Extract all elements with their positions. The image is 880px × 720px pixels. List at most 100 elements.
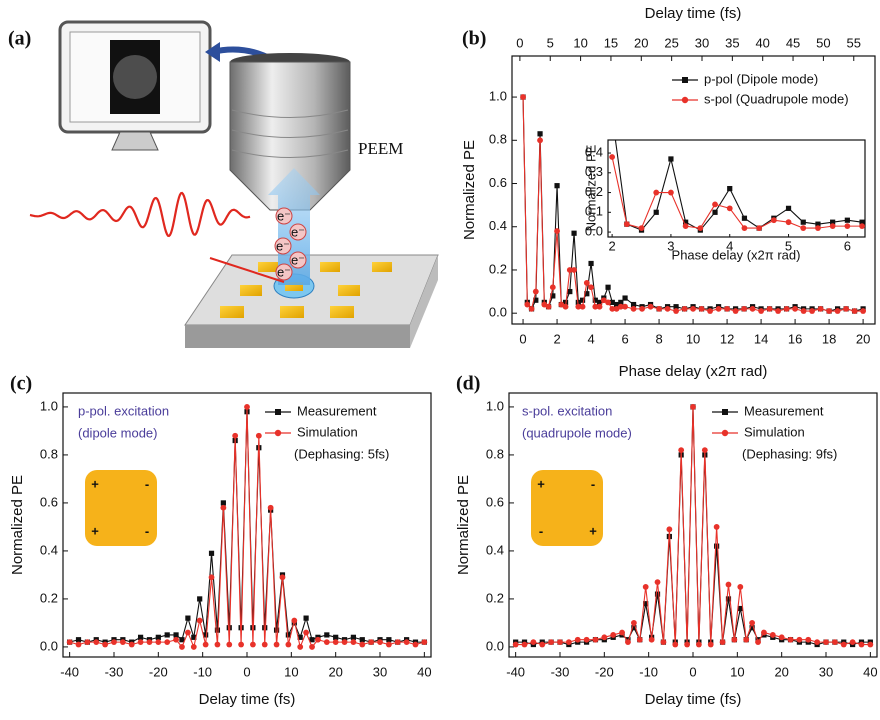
marker xyxy=(238,641,245,648)
y-tick-label: 0.0 xyxy=(486,638,504,653)
charge: - xyxy=(591,476,595,491)
marker xyxy=(571,230,577,236)
marker xyxy=(860,308,866,314)
marker xyxy=(190,644,197,650)
charge: + xyxy=(589,523,597,538)
marker xyxy=(565,639,572,646)
marker xyxy=(261,641,268,648)
peem-label: PEEM xyxy=(358,139,403,158)
marker xyxy=(749,625,755,631)
marker xyxy=(712,209,718,215)
marker xyxy=(654,591,661,597)
marker xyxy=(814,639,821,646)
marker xyxy=(385,641,392,648)
marker xyxy=(618,299,624,305)
y-tick-label: 1.0 xyxy=(489,89,507,104)
marker xyxy=(592,636,599,643)
marker xyxy=(291,617,298,624)
x2-tick-label: 35 xyxy=(725,35,739,50)
x-tick-label: -10 xyxy=(193,664,212,679)
x-tick-label: 40 xyxy=(863,664,877,679)
marker xyxy=(137,634,144,640)
electrons: e⁻e⁻e⁻e⁻e⁻ xyxy=(274,207,307,281)
marker xyxy=(617,303,624,310)
marker xyxy=(800,225,807,232)
marker xyxy=(732,308,739,314)
marker xyxy=(297,644,304,650)
y-tick-label: 0.0 xyxy=(40,638,58,653)
electron-label: e⁻ xyxy=(276,238,290,253)
x2-axis-label: Delay time (fs) xyxy=(645,5,742,22)
marker xyxy=(785,219,792,226)
x-tick-label: -30 xyxy=(551,664,570,679)
marker xyxy=(403,639,410,646)
marker xyxy=(520,94,526,100)
y-axis-label: Normalized PE xyxy=(583,144,598,231)
marker xyxy=(386,637,392,643)
x-tick-label: 4 xyxy=(587,331,594,346)
electron xyxy=(289,223,307,241)
marker xyxy=(309,644,315,650)
marker xyxy=(783,305,790,312)
marker xyxy=(119,639,126,646)
marker xyxy=(549,284,556,291)
marker xyxy=(333,634,339,640)
x-tick-label: 2 xyxy=(553,331,560,346)
charge: + xyxy=(537,476,545,491)
electron xyxy=(275,207,293,225)
series xyxy=(609,154,865,232)
marker xyxy=(785,205,792,211)
marker xyxy=(668,189,674,196)
marker xyxy=(725,581,732,588)
marker xyxy=(128,641,135,648)
marker xyxy=(179,644,185,650)
x2-tick-label: 10 xyxy=(573,35,587,50)
marker xyxy=(579,297,586,303)
marker xyxy=(350,634,357,640)
marker xyxy=(707,641,714,648)
x-tick-label: 2 xyxy=(608,238,615,253)
peem-spots xyxy=(113,55,157,99)
x-tick-label: -10 xyxy=(639,664,658,679)
x-tick-label: -20 xyxy=(595,664,614,679)
x2-tick-label: 55 xyxy=(847,35,861,50)
note: (Dephasing: 5fs) xyxy=(294,446,389,461)
marker xyxy=(323,639,330,646)
marker xyxy=(173,636,179,643)
electron xyxy=(289,251,307,269)
marker xyxy=(208,574,215,581)
electron-label: e⁻ xyxy=(277,264,291,279)
marker xyxy=(712,201,718,208)
marker xyxy=(664,305,671,312)
marker xyxy=(208,550,215,556)
series xyxy=(520,94,866,314)
marker xyxy=(684,641,691,648)
marker xyxy=(867,641,874,648)
marker xyxy=(778,634,785,641)
charge: + xyxy=(91,476,99,491)
marker xyxy=(512,641,519,648)
legend-marker xyxy=(682,77,688,83)
marker xyxy=(673,304,679,310)
marker xyxy=(666,526,673,533)
annotation: (quadrupole mode) xyxy=(522,425,632,440)
marker xyxy=(605,284,611,290)
legend-marker xyxy=(275,409,281,415)
marker xyxy=(179,637,185,643)
marker xyxy=(834,308,841,314)
annotation: p-pol. excitation xyxy=(78,403,169,418)
marker xyxy=(630,620,637,626)
marker xyxy=(324,632,330,638)
chart: (d)0.00.20.40.60.81.0-40 -30 -20 -10 0 10 20 30… xyxy=(455,373,878,708)
legend-marker xyxy=(722,409,728,415)
gold-square xyxy=(220,306,244,318)
marker xyxy=(673,308,679,314)
marker xyxy=(303,615,309,621)
marker xyxy=(244,404,250,410)
marker xyxy=(613,301,620,308)
x2-tick-label: 0 xyxy=(516,35,523,50)
marker xyxy=(533,297,539,303)
marker xyxy=(741,225,748,232)
gold-square xyxy=(258,262,278,272)
